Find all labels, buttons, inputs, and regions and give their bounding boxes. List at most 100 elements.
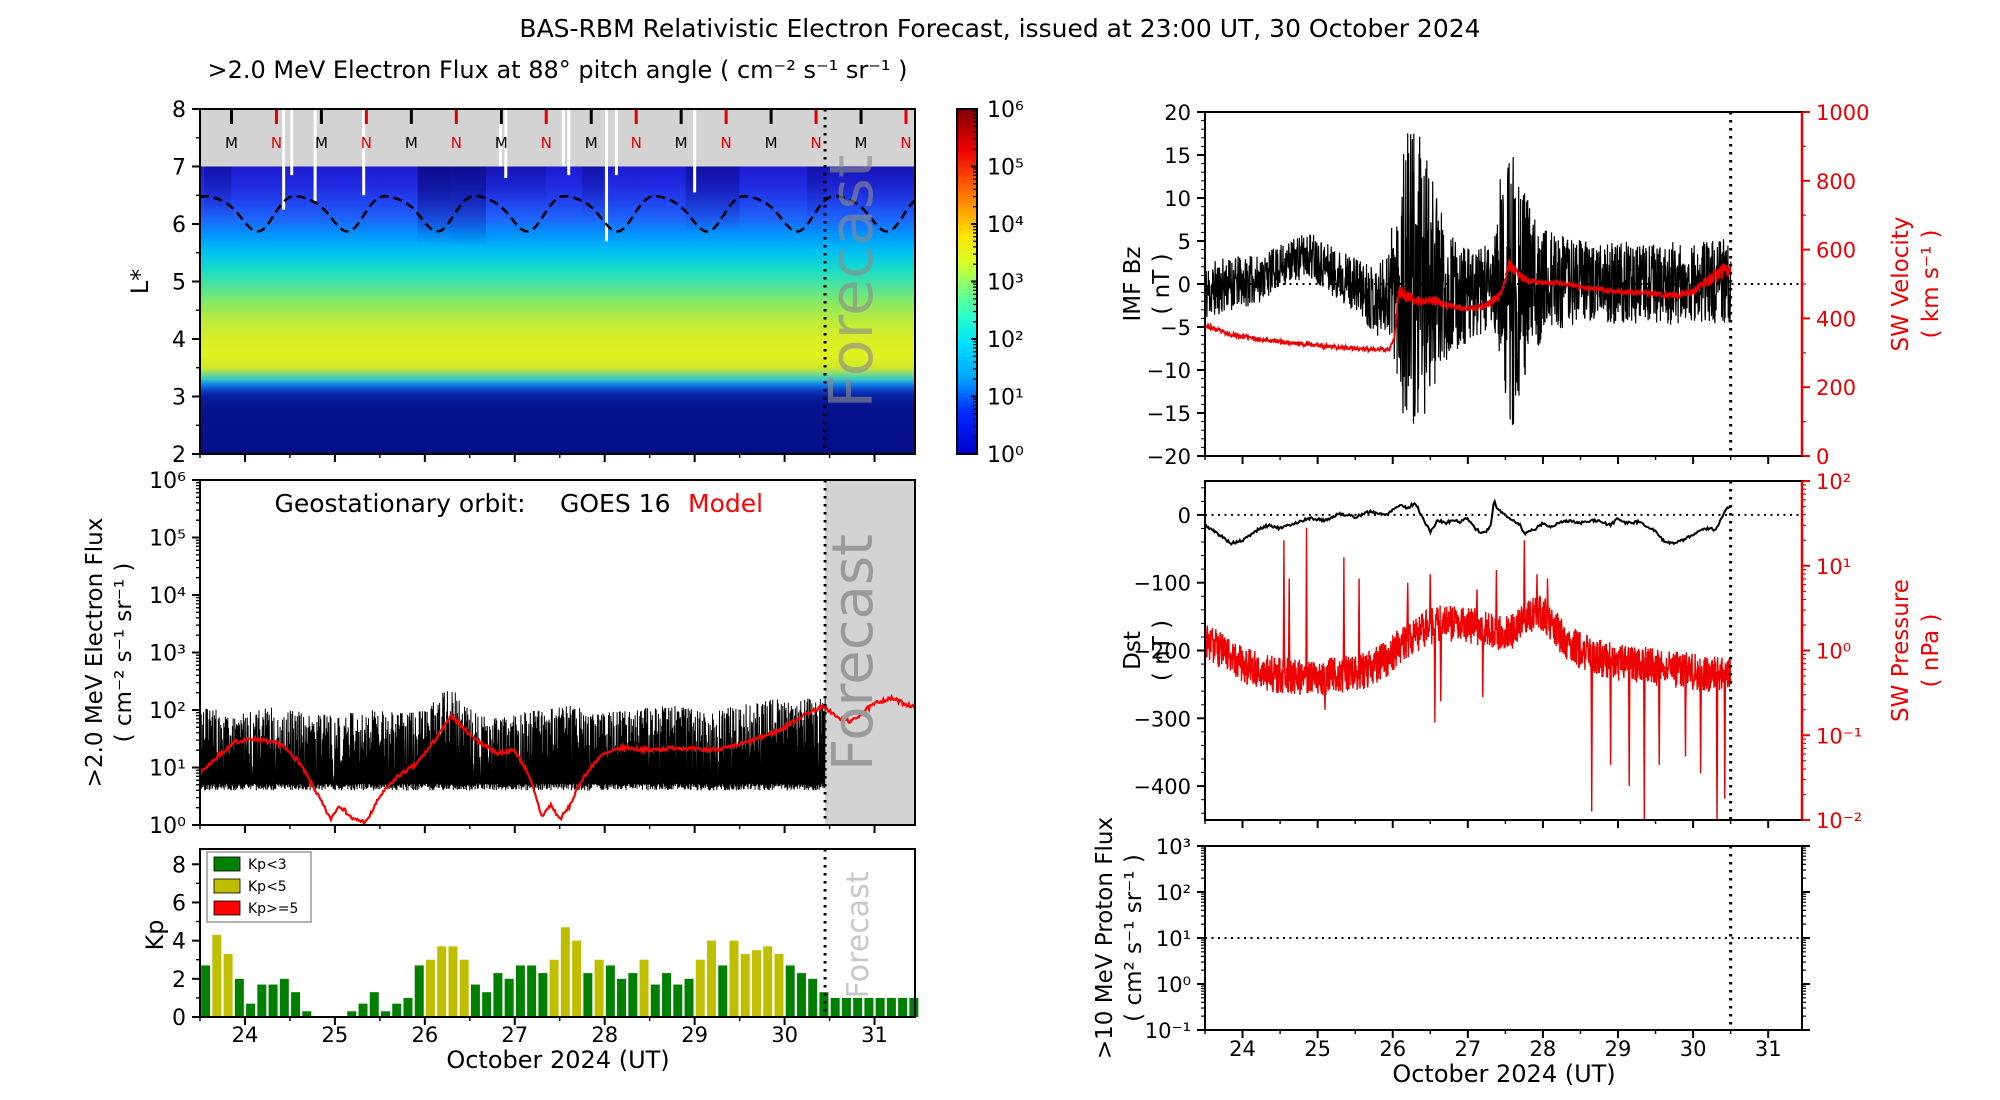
mn-label-n: N — [541, 134, 552, 152]
model-label: Model — [688, 489, 763, 518]
svg-text:−15: −15 — [1147, 402, 1191, 426]
svg-text:10⁴: 10⁴ — [149, 584, 186, 609]
svg-text:−400: −400 — [1133, 775, 1191, 799]
svg-text:27: 27 — [501, 1023, 528, 1047]
x-axis-label-right: October 2024 (UT) — [1392, 1060, 1616, 1088]
sw-velocity-axis-label: SW Velocity — [1888, 217, 1914, 352]
svg-text:30: 30 — [1680, 1037, 1707, 1061]
svg-text:−10: −10 — [1147, 359, 1191, 383]
proton-flux-axis-units: ( cm² s⁻¹ sr⁻¹ ) — [1121, 854, 1147, 1022]
mn-label-n: N — [361, 134, 372, 152]
svg-text:0: 0 — [1816, 445, 1829, 469]
svg-text:5: 5 — [1178, 230, 1191, 254]
sw-pressure-axis-label: SW Pressure — [1888, 579, 1914, 722]
mn-label-n: N — [900, 134, 911, 152]
dst-axis-label: Dst — [1120, 631, 1146, 670]
svg-text:0: 0 — [1178, 504, 1191, 528]
svg-text:10⁰: 10⁰ — [1156, 973, 1191, 997]
svg-text:10²: 10² — [1156, 881, 1191, 905]
mn-label-m: M — [675, 134, 688, 152]
svg-text:400: 400 — [1816, 307, 1856, 331]
svg-text:8: 8 — [172, 98, 186, 123]
svg-text:2: 2 — [172, 968, 186, 993]
mn-label-m: M — [225, 134, 238, 152]
svg-text:200: 200 — [1816, 376, 1856, 400]
svg-text:31: 31 — [1755, 1037, 1782, 1061]
svg-text:−5: −5 — [1160, 316, 1191, 340]
svg-text:600: 600 — [1816, 239, 1856, 263]
forecast-watermark: Forecast — [817, 155, 887, 409]
svg-text:10³: 10³ — [1156, 835, 1191, 859]
svg-text:24: 24 — [232, 1023, 259, 1047]
svg-text:7: 7 — [172, 156, 186, 181]
svg-text:4: 4 — [172, 930, 186, 955]
svg-text:10⁵: 10⁵ — [149, 527, 186, 552]
svg-text:10: 10 — [1164, 187, 1191, 211]
svg-text:−20: −20 — [1147, 445, 1191, 469]
svg-text:10¹: 10¹ — [149, 757, 186, 782]
svg-text:5: 5 — [172, 271, 186, 296]
forecast-watermark: Forecast — [841, 871, 876, 998]
svg-text:−300: −300 — [1133, 707, 1191, 731]
dst-axis-units: ( nT ) — [1149, 620, 1175, 681]
svg-text:10⁶: 10⁶ — [987, 98, 1024, 123]
x-axis-label-left: October 2024 (UT) — [446, 1046, 670, 1074]
mn-label-m: M — [765, 134, 778, 152]
svg-text:10⁻²: 10⁻² — [1816, 809, 1862, 833]
svg-text:1000: 1000 — [1816, 101, 1869, 125]
svg-text:10⁰: 10⁰ — [987, 443, 1024, 468]
svg-text:15: 15 — [1164, 144, 1191, 168]
svg-text:29: 29 — [681, 1023, 708, 1047]
svg-text:10⁻¹: 10⁻¹ — [1145, 1019, 1191, 1043]
mn-label-m: M — [855, 134, 868, 152]
svg-text:10⁶: 10⁶ — [149, 469, 186, 494]
legend-entry: Kp<5 — [248, 879, 287, 895]
svg-text:−200: −200 — [1133, 640, 1191, 664]
svg-text:10³: 10³ — [987, 271, 1024, 296]
svg-text:−100: −100 — [1133, 572, 1191, 596]
legend-entry: Kp<3 — [248, 857, 287, 873]
sw-velocity-axis-units: ( km s⁻¹ ) — [1918, 230, 1944, 339]
goes16-label: GOES 16 — [560, 489, 670, 518]
legend-entry: Kp>=5 — [248, 901, 298, 917]
spectrogram-title: >2.0 MeV Electron Flux at 88° pitch angl… — [207, 56, 908, 84]
geo-orbit-label: Geostationary orbit: — [274, 489, 525, 518]
mn-label-m: M — [495, 134, 508, 152]
l-star-axis-label: L* — [126, 269, 154, 294]
mn-label-m: M — [315, 134, 328, 152]
svg-text:800: 800 — [1816, 170, 1856, 194]
svg-text:6: 6 — [172, 891, 186, 916]
sw-pressure-axis-units: ( nPa ) — [1918, 613, 1944, 687]
svg-text:10¹: 10¹ — [1156, 927, 1191, 951]
mn-label-n: N — [451, 134, 462, 152]
svg-text:10³: 10³ — [149, 642, 186, 667]
svg-text:25: 25 — [322, 1023, 349, 1047]
svg-text:10²: 10² — [987, 328, 1024, 353]
svg-text:10²: 10² — [1816, 470, 1851, 494]
svg-text:10⁴: 10⁴ — [987, 213, 1024, 238]
imf-bz-axis-units: ( nT ) — [1149, 253, 1175, 314]
svg-text:28: 28 — [591, 1023, 618, 1047]
proton-flux-axis-label: >10 MeV Proton Flux — [1092, 817, 1118, 1059]
mn-label-m: M — [405, 134, 418, 152]
mn-label-n: N — [271, 134, 282, 152]
svg-text:30: 30 — [771, 1023, 798, 1047]
svg-text:29: 29 — [1605, 1037, 1632, 1061]
svg-text:3: 3 — [172, 386, 186, 411]
svg-text:0: 0 — [172, 1006, 186, 1031]
imf-bz-axis-label: IMF Bz — [1120, 246, 1146, 321]
mn-label-m: M — [585, 134, 598, 152]
electron-flux-axis-units: ( cm⁻² s⁻¹ sr⁻¹ ) — [111, 563, 137, 743]
mn-label-n: N — [631, 134, 642, 152]
svg-text:8: 8 — [172, 853, 186, 878]
svg-text:10²: 10² — [149, 699, 186, 724]
electron-flux-axis-label: >2.0 MeV Electron Flux — [82, 518, 108, 788]
svg-text:27: 27 — [1454, 1037, 1481, 1061]
svg-text:24: 24 — [1229, 1037, 1256, 1061]
svg-text:10⁰: 10⁰ — [149, 814, 186, 839]
mn-label-n: N — [810, 134, 821, 152]
